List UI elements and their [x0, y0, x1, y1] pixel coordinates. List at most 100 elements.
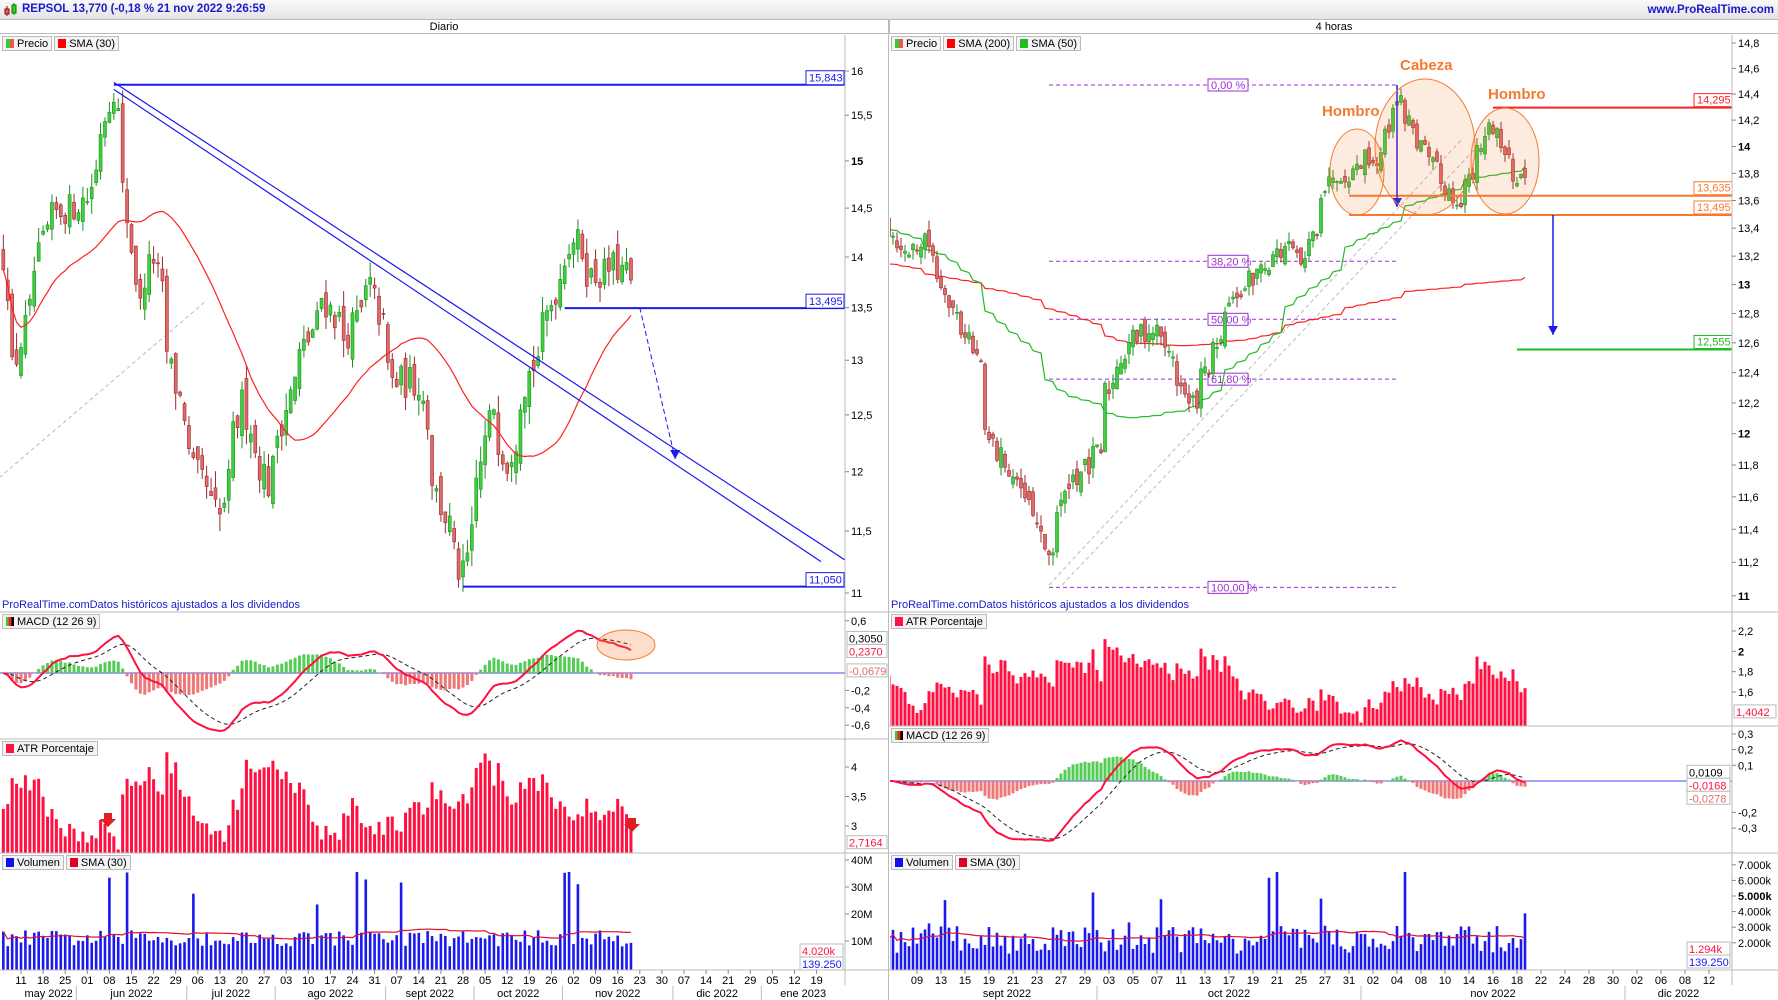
candle — [1371, 156, 1375, 167]
volume-bar — [1043, 943, 1047, 970]
legend-volume-sma[interactable]: SMA (30) — [954, 855, 1020, 870]
legend-label: SMA (30) — [80, 856, 127, 869]
atr-bar — [479, 762, 483, 853]
macd-histogram-bar — [1007, 781, 1011, 796]
macd-histogram-bar — [1131, 759, 1135, 781]
left-source-note[interactable]: ProRealTime.comDatos históricos ajustado… — [2, 599, 300, 611]
candle-body — [394, 378, 399, 387]
volume-bar — [28, 944, 32, 970]
legend-price[interactable]: Precio — [891, 36, 942, 51]
macd-histogram-bar — [381, 673, 385, 675]
candle-body — [967, 332, 971, 340]
atr-bar — [1331, 695, 1335, 726]
candle-body — [28, 298, 32, 306]
legend-volume[interactable]: Volumen — [891, 855, 953, 870]
legend-volume-sma[interactable]: SMA (30) — [65, 855, 131, 870]
macd-histogram-bar — [959, 781, 963, 793]
volume-bar — [1335, 929, 1339, 970]
candle — [1435, 148, 1439, 163]
atr-bar — [443, 803, 447, 853]
legend-macd[interactable]: MACD (12 26 9) — [2, 614, 101, 629]
atr-bar — [1083, 672, 1087, 726]
candle — [169, 356, 174, 369]
candle-body — [1267, 269, 1271, 275]
volume-bar — [939, 926, 943, 970]
candle-body — [142, 287, 147, 310]
candle-body — [160, 268, 165, 282]
candle-body — [191, 452, 196, 458]
candle — [1007, 463, 1011, 477]
macd-histogram-bar — [1491, 773, 1495, 781]
macd-histogram-bar — [1447, 781, 1451, 799]
candle-body — [76, 212, 81, 221]
candle-body — [1111, 382, 1115, 389]
volume-bar — [1467, 926, 1471, 970]
candle-body — [615, 244, 620, 280]
macd-histogram-bar — [967, 781, 971, 792]
candle-body — [1303, 258, 1307, 268]
sma-swatch-icon — [69, 858, 78, 867]
candle-body — [1347, 181, 1351, 188]
volume-bar — [585, 938, 589, 970]
candle — [536, 346, 540, 369]
candle — [1303, 251, 1307, 273]
month-label: jun 2022 — [109, 988, 152, 1000]
legend-macd[interactable]: MACD (12 26 9) — [891, 728, 990, 743]
macd-histogram-bar — [505, 663, 509, 673]
candle-body — [32, 270, 37, 307]
legend-sma200[interactable]: SMA (200) — [943, 36, 1015, 51]
candle-body — [231, 421, 235, 478]
legend-sma30[interactable]: SMA (30) — [54, 36, 120, 51]
candle-body — [1167, 351, 1171, 353]
candle — [235, 414, 240, 439]
candle-body — [240, 389, 244, 437]
volume-bar — [1367, 946, 1371, 970]
macd-histogram-bar — [59, 661, 63, 673]
volume-bar — [1311, 938, 1315, 970]
projection-arrow — [639, 307, 681, 460]
website-link[interactable]: www.ProRealTime.com — [1647, 4, 1774, 16]
candle-body — [1179, 382, 1183, 387]
atr-bar — [178, 789, 182, 853]
atr-bar — [390, 816, 394, 853]
candle — [443, 511, 448, 534]
volume-bar — [227, 944, 231, 970]
candle — [1031, 487, 1035, 518]
candle — [500, 450, 505, 471]
legend-atr[interactable]: ATR Porcentaje — [2, 741, 98, 756]
candle — [173, 352, 178, 410]
legend-atr[interactable]: ATR Porcentaje — [891, 614, 987, 629]
atr-bar — [1019, 676, 1023, 726]
macd-histogram-bar — [1035, 781, 1039, 785]
volume-bar — [258, 934, 261, 970]
macd-histogram-bar — [1503, 777, 1507, 781]
candle — [1079, 471, 1083, 497]
macd-histogram-bar — [1359, 780, 1363, 781]
atr-bar — [1151, 664, 1155, 726]
candle — [178, 390, 182, 398]
legend-sma50[interactable]: SMA (50) — [1016, 36, 1082, 51]
candle-body — [1183, 382, 1187, 395]
volume-bar — [1315, 942, 1319, 970]
atr-bar — [915, 712, 919, 726]
candle — [72, 193, 76, 221]
macd-histogram-bar — [536, 657, 540, 673]
legend-volume[interactable]: Volumen — [2, 855, 64, 870]
legend-price[interactable]: Precio — [2, 36, 53, 51]
volume-bar — [320, 935, 323, 970]
atr-bar — [523, 788, 527, 853]
right-source-note[interactable]: ProRealTime.comDatos históricos ajustado… — [891, 599, 1189, 611]
volume-bar — [1283, 931, 1287, 970]
candle — [571, 238, 576, 268]
volume-bar — [1267, 877, 1271, 970]
volume-bar — [1207, 943, 1211, 970]
right-chart-area[interactable]: 0,00 %38,20 %50,00 %61,80 %100,00 %14,29… — [888, 78, 1733, 970]
candle — [1027, 485, 1031, 506]
macd-histogram-bar — [1031, 781, 1035, 786]
axis-tick-label: 0,6 — [851, 616, 866, 628]
macd-histogram-bar — [1407, 780, 1411, 781]
macd-histogram-bar — [320, 654, 324, 673]
volume-bar — [911, 927, 915, 970]
